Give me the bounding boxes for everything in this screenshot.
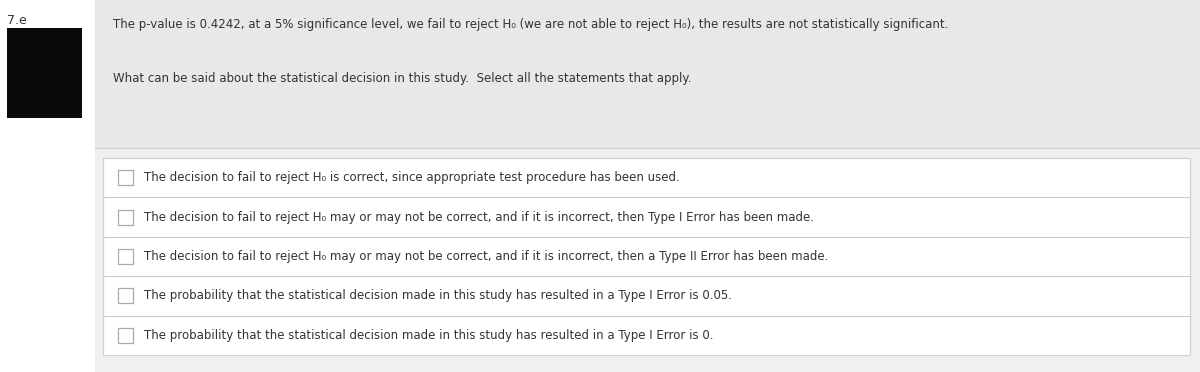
- FancyBboxPatch shape: [103, 158, 1190, 355]
- FancyBboxPatch shape: [118, 328, 133, 343]
- FancyBboxPatch shape: [118, 288, 133, 304]
- Text: The probability that the statistical decision made in this study has resulted in: The probability that the statistical dec…: [144, 289, 732, 302]
- Text: The decision to fail to reject H₀ may or may not be correct, and if it is incorr: The decision to fail to reject H₀ may or…: [144, 250, 828, 263]
- Text: What can be said about the statistical decision in this study.  Select all the s: What can be said about the statistical d…: [113, 72, 691, 85]
- Text: The p-value is 0.4242, at a 5% significance level, we fail to reject H₀ (we are : The p-value is 0.4242, at a 5% significa…: [113, 18, 948, 31]
- Text: The decision to fail to reject H₀ is correct, since appropriate test procedure h: The decision to fail to reject H₀ is cor…: [144, 171, 679, 184]
- FancyBboxPatch shape: [118, 209, 133, 225]
- Text: The probability that the statistical decision made in this study has resulted in: The probability that the statistical dec…: [144, 329, 714, 342]
- FancyBboxPatch shape: [95, 0, 1200, 148]
- FancyBboxPatch shape: [118, 170, 133, 185]
- Text: The decision to fail to reject H₀ may or may not be correct, and if it is incorr: The decision to fail to reject H₀ may or…: [144, 211, 814, 224]
- Text: 7.e: 7.e: [7, 14, 26, 27]
- FancyBboxPatch shape: [118, 249, 133, 264]
- FancyBboxPatch shape: [0, 0, 95, 372]
- FancyBboxPatch shape: [7, 28, 82, 118]
